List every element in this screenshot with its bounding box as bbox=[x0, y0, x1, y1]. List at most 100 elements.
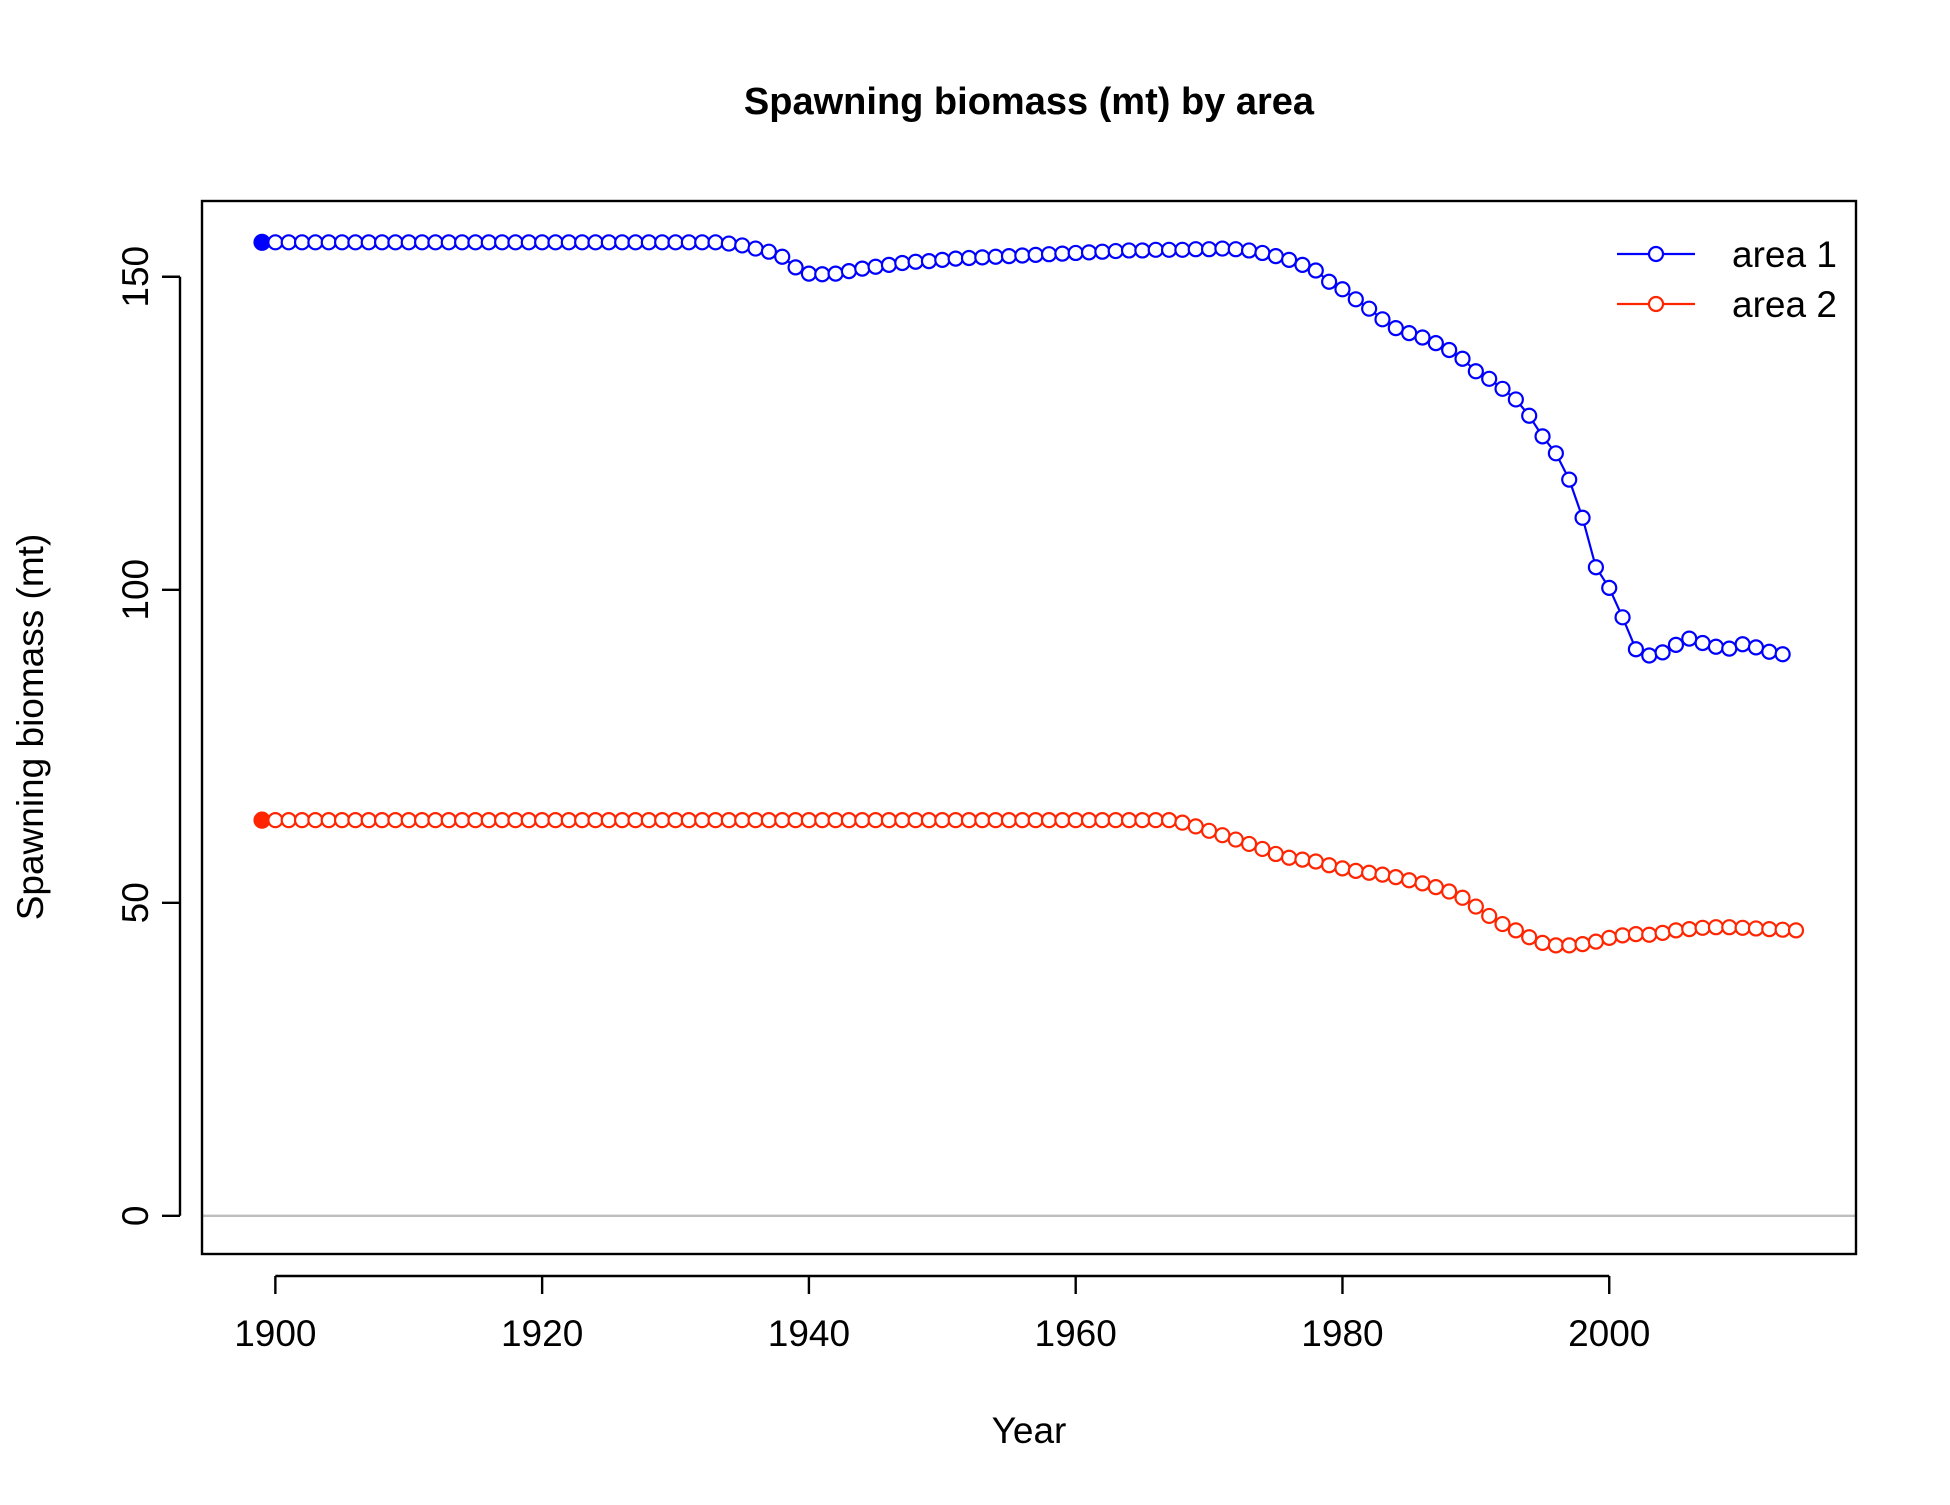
data-point bbox=[467, 812, 484, 829]
data-point bbox=[1641, 647, 1658, 664]
data-point bbox=[1574, 509, 1591, 526]
data-point bbox=[934, 251, 951, 268]
legend-marker bbox=[1647, 295, 1665, 313]
data-point bbox=[1054, 812, 1071, 829]
data-point bbox=[1694, 634, 1711, 652]
data-point bbox=[1294, 851, 1311, 868]
data-point bbox=[1481, 907, 1498, 925]
x-axis: 1900 1920 1940 1960 1980 2000 bbox=[234, 1274, 1650, 1354]
data-point bbox=[520, 234, 537, 251]
data-point bbox=[1467, 363, 1484, 380]
data-point bbox=[680, 234, 697, 251]
data-point bbox=[494, 234, 511, 251]
data-point bbox=[1014, 812, 1031, 829]
data-point bbox=[987, 812, 1004, 829]
data-point bbox=[1294, 256, 1311, 273]
data-point bbox=[747, 812, 764, 829]
data-point bbox=[1707, 919, 1725, 936]
data-point bbox=[1027, 812, 1044, 829]
data-point bbox=[707, 234, 724, 251]
data-point bbox=[1534, 934, 1551, 951]
data-point bbox=[707, 812, 724, 829]
data-point bbox=[1307, 262, 1324, 279]
data-point bbox=[734, 812, 751, 829]
y-tick-label: 50 bbox=[115, 882, 156, 923]
data-point bbox=[800, 265, 818, 282]
data-point bbox=[1641, 926, 1658, 943]
data-point bbox=[1174, 814, 1191, 831]
data-point bbox=[1734, 919, 1751, 936]
data-point bbox=[1454, 889, 1471, 906]
data-point bbox=[1147, 241, 1164, 258]
data-point bbox=[560, 812, 577, 829]
data-point bbox=[774, 248, 791, 265]
data-point bbox=[1601, 929, 1618, 946]
x-tick-label: 1940 bbox=[768, 1313, 850, 1354]
data-point bbox=[507, 234, 524, 251]
data-point bbox=[614, 234, 631, 251]
data-point bbox=[1587, 933, 1605, 950]
data-point bbox=[574, 234, 591, 251]
legend-label: area 2 bbox=[1732, 284, 1837, 325]
data-point bbox=[1747, 639, 1765, 656]
data-point bbox=[1387, 869, 1404, 886]
data-point bbox=[680, 812, 697, 829]
data-point bbox=[1107, 812, 1124, 829]
data-point bbox=[827, 265, 844, 282]
x-tick-label: 1900 bbox=[234, 1313, 316, 1354]
data-point bbox=[1721, 919, 1738, 936]
y-axis: 0 50 100 150 bbox=[115, 246, 182, 1226]
data-point bbox=[640, 234, 657, 251]
data-point bbox=[1027, 246, 1044, 263]
data-point bbox=[654, 812, 671, 829]
data-point bbox=[480, 812, 497, 829]
data-point bbox=[1681, 920, 1698, 938]
data-point bbox=[1334, 860, 1351, 877]
data-point bbox=[1147, 812, 1164, 829]
legend-label: area 1 bbox=[1732, 234, 1837, 275]
data-point bbox=[1054, 245, 1071, 262]
x-tick-label: 1980 bbox=[1301, 1313, 1383, 1354]
data-point bbox=[307, 234, 324, 251]
data-point bbox=[307, 812, 324, 829]
data-point bbox=[1014, 247, 1031, 264]
data-point bbox=[1614, 609, 1631, 626]
data-point bbox=[1494, 915, 1511, 933]
data-point bbox=[1227, 831, 1244, 848]
data-point bbox=[1401, 324, 1418, 342]
data-point bbox=[787, 812, 804, 829]
data-point bbox=[360, 234, 377, 251]
data-point bbox=[1214, 827, 1231, 844]
data-point bbox=[1481, 370, 1498, 387]
data-point bbox=[814, 266, 831, 283]
data-point bbox=[827, 812, 844, 829]
data-point bbox=[1534, 428, 1551, 445]
data-point bbox=[1200, 822, 1218, 839]
data-point bbox=[1654, 924, 1671, 941]
data-point bbox=[480, 234, 497, 251]
x-tick-label: 1960 bbox=[1035, 1313, 1117, 1354]
data-point bbox=[1667, 636, 1685, 653]
data-point bbox=[1694, 919, 1711, 936]
data-point bbox=[640, 812, 657, 829]
data-point bbox=[1561, 471, 1578, 488]
data-point bbox=[1401, 872, 1418, 889]
data-point bbox=[413, 234, 431, 251]
y-tick-label: 100 bbox=[115, 559, 156, 621]
data-point bbox=[467, 234, 484, 251]
data-point bbox=[1747, 920, 1765, 937]
data-point bbox=[267, 812, 284, 829]
data-point bbox=[293, 234, 311, 251]
data-point bbox=[1120, 812, 1138, 829]
data-point bbox=[1427, 335, 1444, 352]
data-point bbox=[520, 812, 537, 829]
data-point bbox=[1774, 646, 1791, 663]
data-point bbox=[627, 812, 644, 829]
data-point bbox=[1080, 812, 1098, 829]
data-point bbox=[1521, 929, 1538, 946]
data-point bbox=[1040, 812, 1058, 829]
data-point bbox=[1267, 247, 1284, 265]
data-point bbox=[960, 249, 978, 267]
data-point bbox=[867, 258, 884, 275]
